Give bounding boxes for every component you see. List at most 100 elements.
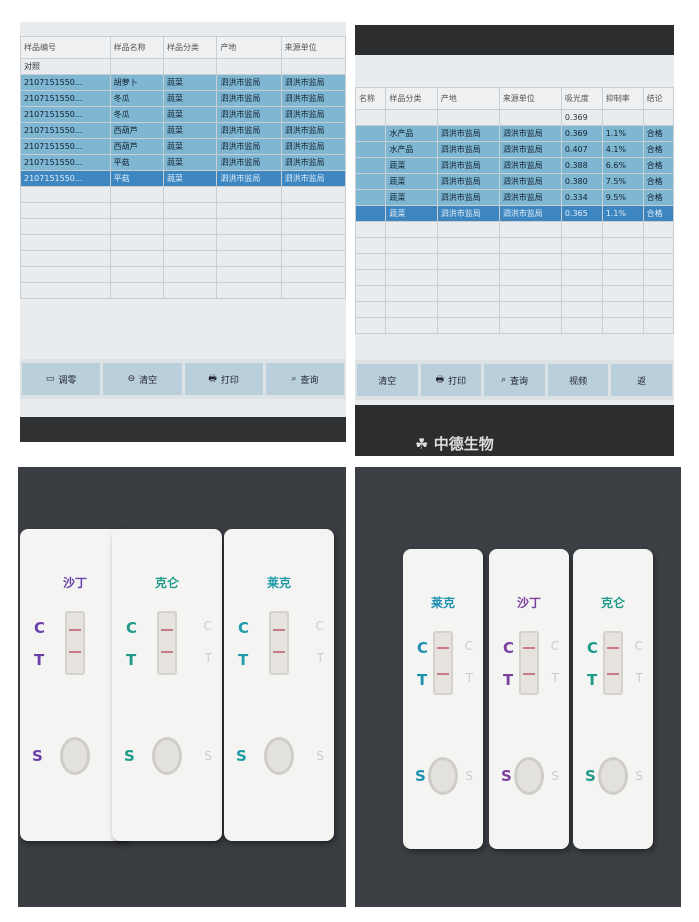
cassette-label: 沙丁 <box>62 576 87 590</box>
label: 视频 <box>569 376 588 387</box>
test-line <box>523 673 535 675</box>
cell: 水产品 <box>385 125 438 142</box>
print-button[interactable]: 🖶 打印 <box>184 363 263 395</box>
table-row[interactable]: 水产品 泗洪市监局 泗洪市监局 0.407 4.1% 合格 <box>355 141 674 158</box>
cell: 合格 <box>642 141 674 158</box>
result-table: 名称 样品分类 产地 来源单位 吸光度 抑制率 结论 0.369 水产品 泗洪市监… <box>355 87 674 334</box>
cassette-label: 莱克 <box>430 596 455 610</box>
letter-c: C <box>417 639 429 657</box>
zero-button[interactable]: ▭ 调零 <box>22 363 101 395</box>
table-row[interactable]: 蔬菜 泗洪市监局 泗洪市监局 0.388 6.6% 合格 <box>355 157 674 174</box>
cassette-label: 沙丁 <box>516 596 541 610</box>
test-cassette: 莱克 C C T T S S <box>224 529 334 841</box>
col-header: 结论 <box>642 87 674 110</box>
sample-well <box>152 737 182 775</box>
table-row[interactable]: 蔬菜 泗洪市监局 泗洪市监局 0.334 9.5% 合格 <box>355 189 674 206</box>
query-button[interactable]: ⌕ 查询 <box>484 364 545 396</box>
cell: 蔬菜 <box>163 138 218 155</box>
photo-analyzer-screen-right: 名称 样品分类 产地 来源单位 吸光度 抑制率 结论 0.369 水产品 泗洪市监… <box>355 25 674 456</box>
result-window <box>433 631 453 695</box>
cell: 泗洪市监局 <box>436 189 500 206</box>
letter-t: T <box>587 671 598 689</box>
sample-well <box>598 757 628 795</box>
sample-table: 样品编号 样品名称 样品分类 产地 来源单位 对照 2107151550... 胡… <box>20 36 346 299</box>
cell: 泗洪市监局 <box>436 205 500 222</box>
cell: 2107151550... <box>20 170 111 187</box>
table-row[interactable]: 2107151550... 冬瓜 蔬菜 泗洪市监局 泗洪市监局 <box>20 90 346 107</box>
table-row[interactable]: 0.369 <box>355 109 674 126</box>
result-window <box>603 631 623 695</box>
clear-button[interactable]: 清空 <box>357 364 418 396</box>
table-row[interactable]: 蔬菜 泗洪市监局 泗洪市监局 0.365 1.1% 合格 <box>355 205 674 222</box>
empty-row <box>20 282 346 299</box>
test-line <box>437 647 449 649</box>
letter-c-faint: C <box>315 619 324 633</box>
empty-row <box>355 285 674 302</box>
cell: 冬瓜 <box>109 106 165 123</box>
cell: 泗洪市监局 <box>436 141 500 158</box>
cell: 合格 <box>642 125 674 142</box>
cell: 平菇 <box>109 154 165 171</box>
cell <box>355 125 387 142</box>
printer-icon: 🖶 <box>208 374 217 384</box>
test-line <box>607 673 619 675</box>
cell: 2107151550... <box>20 74 111 91</box>
video-button[interactable]: 视频 <box>547 364 609 396</box>
empty-row <box>355 317 674 334</box>
test-line <box>273 629 285 631</box>
table-row[interactable]: 2107151550... 西葫芦 蔬菜 泗洪市监局 泗洪市监局 <box>20 122 346 139</box>
back-button[interactable]: 返 <box>611 364 672 396</box>
cell: 泗洪市监局 <box>280 90 346 107</box>
col-header: 吸光度 <box>560 87 603 110</box>
col-header: 来源单位 <box>498 87 562 110</box>
letter-t: T <box>238 651 249 669</box>
query-button[interactable]: ⌕ 查询 <box>265 363 344 395</box>
cell: 冬瓜 <box>109 90 165 107</box>
test-line <box>607 647 619 649</box>
cell: 合格 <box>642 173 674 190</box>
label: 清空 <box>139 375 158 386</box>
photo-test-cassettes-right: 莱克 C C T T S S 沙丁 C C T T S S 克仑 C C T T S S <box>355 467 681 907</box>
table-row[interactable]: 水产品 泗洪市监局 泗洪市监局 0.369 1.1% 合格 <box>355 125 674 142</box>
empty-row <box>20 186 346 203</box>
test-line <box>161 629 173 631</box>
table-header: 样品编号 样品名称 样品分类 产地 来源单位 <box>20 36 346 59</box>
cell: 泗洪市监局 <box>216 122 282 139</box>
cell: 泗洪市监局 <box>498 205 562 222</box>
cell: 蔬菜 <box>385 189 438 206</box>
cassette-label: 克仑 <box>600 596 625 610</box>
cell: 2107151550... <box>20 122 111 139</box>
print-button[interactable]: 🖶 打印 <box>420 364 482 396</box>
screen: 样品编号 样品名称 样品分类 产地 来源单位 对照 2107151550... 胡… <box>20 22 346 417</box>
label: 清空 <box>378 376 397 387</box>
cell: 泗洪市监局 <box>436 125 500 142</box>
cell <box>355 173 387 190</box>
empty-row <box>355 253 674 270</box>
cell: 西葫芦 <box>109 122 165 139</box>
table-row[interactable]: 2107151550... 西葫芦 蔬菜 泗洪市监局 泗洪市监局 <box>20 138 346 155</box>
cell: 1.1% <box>601 205 644 222</box>
table-row[interactable]: 2107151550... 胡萝卜 蔬菜 泗洪市监局 泗洪市监局 <box>20 74 346 91</box>
letter-s: S <box>236 747 247 765</box>
letter-t-faint: T <box>316 651 324 665</box>
test-line <box>273 651 285 653</box>
result-window <box>157 611 177 675</box>
letter-t-faint: T <box>551 671 559 685</box>
table-row[interactable]: 蔬菜 泗洪市监局 泗洪市监局 0.380 7.5% 合格 <box>355 173 674 190</box>
sample-well <box>514 757 544 795</box>
cell: 2107151550... <box>20 138 111 155</box>
cell: 泗洪市监局 <box>280 106 346 123</box>
cell: 0.380 <box>560 173 603 190</box>
table-row[interactable]: 2107151550... 平菇 蔬菜 泗洪市监局 泗洪市监局 <box>20 170 346 187</box>
table-row[interactable]: 2107151550... 冬瓜 蔬菜 泗洪市监局 泗洪市监局 <box>20 106 346 123</box>
cell: 水产品 <box>385 141 438 158</box>
clear-button[interactable]: ⊖ 清空 <box>103 363 182 395</box>
empty-row <box>20 234 346 251</box>
cell: 泗洪市监局 <box>216 154 282 171</box>
cell: 9.5% <box>601 189 644 206</box>
minus-circle-icon: ⊖ <box>127 374 136 384</box>
table-row[interactable]: 对照 <box>20 58 346 75</box>
test-cassette: 克仑 C C T T S S <box>573 549 653 849</box>
table-row[interactable]: 2107151550... 平菇 蔬菜 泗洪市监局 泗洪市监局 <box>20 154 346 171</box>
sample-well <box>60 737 90 775</box>
